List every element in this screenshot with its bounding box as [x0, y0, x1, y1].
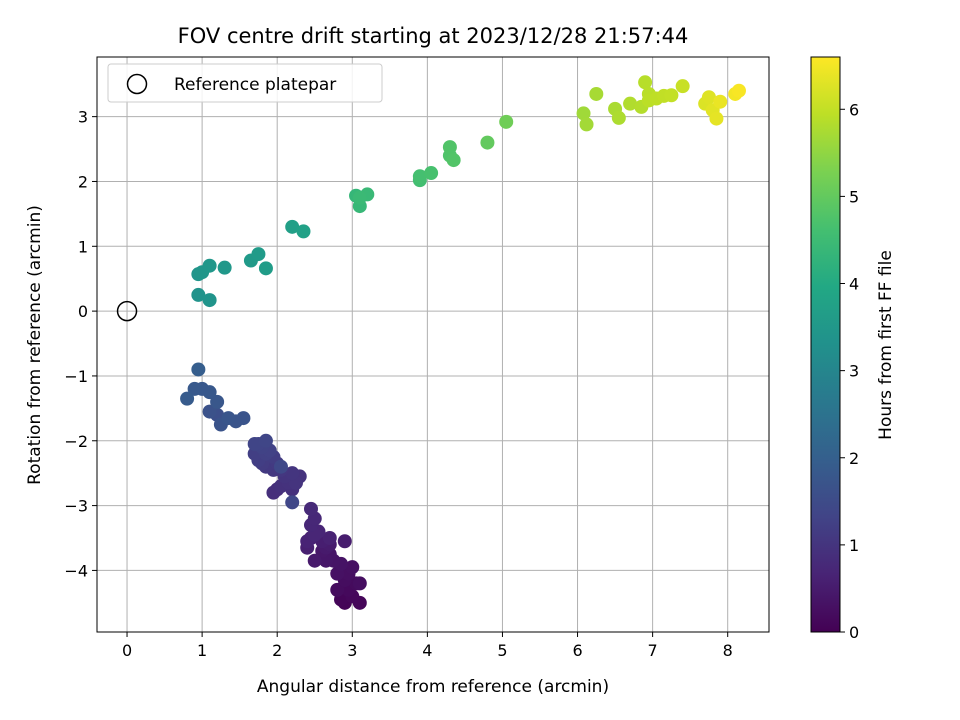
data-point — [480, 135, 495, 150]
y-tick-label: −3 — [64, 497, 88, 516]
colorbar: 0 1 2 3 4 5 6 Hours from first FF file — [810, 56, 896, 642]
y-tick-label: 1 — [78, 237, 88, 256]
data-point — [202, 258, 217, 273]
data-point — [352, 576, 367, 591]
data-point — [247, 437, 262, 452]
x-axis-label: Angular distance from reference (arcmin) — [257, 677, 609, 697]
colorbar-tick-label: 2 — [849, 449, 859, 468]
colorbar-tick-label: 0 — [849, 623, 859, 642]
data-point — [424, 166, 439, 181]
data-point — [579, 117, 594, 132]
colorbar-tick-label: 1 — [849, 536, 859, 555]
data-point — [221, 411, 236, 426]
axes-frame — [96, 56, 770, 633]
legend-marker — [126, 73, 148, 95]
legend-box — [107, 63, 383, 103]
data-point — [638, 75, 653, 90]
y-tick-label: −4 — [64, 561, 88, 580]
colorbar-tick-label: 6 — [849, 100, 859, 119]
y-axis-label: Rotation from reference (arcmin) — [25, 205, 45, 485]
data-point — [322, 531, 337, 546]
data-point — [251, 247, 266, 262]
data-point — [576, 106, 591, 121]
data-point — [217, 260, 232, 275]
y-tick-label: 2 — [78, 172, 88, 191]
x-tick-label: 0 — [122, 641, 132, 660]
points-layer — [116, 75, 746, 610]
x-tick-label: 8 — [723, 641, 733, 660]
y-tick-label: −1 — [64, 367, 88, 386]
x-tick-label: 3 — [347, 641, 357, 660]
colorbar-gradient — [810, 56, 841, 633]
reference-point — [116, 300, 138, 322]
data-point — [307, 553, 322, 568]
data-point — [345, 560, 360, 575]
data-point — [352, 190, 367, 205]
colorbar-ticks: 0 1 2 3 4 5 6 — [840, 100, 859, 642]
data-point — [330, 582, 345, 597]
data-point — [713, 94, 728, 109]
x-tick-label: 1 — [197, 641, 207, 660]
legend: Reference platepar — [107, 63, 383, 103]
data-point — [285, 466, 300, 481]
data-point — [296, 224, 311, 239]
data-point — [236, 411, 251, 426]
data-point — [258, 433, 273, 448]
data-point — [499, 114, 514, 129]
data-point — [412, 169, 427, 184]
data-point — [442, 140, 457, 155]
colorbar-tick-label: 4 — [849, 275, 859, 294]
data-point — [202, 293, 217, 308]
data-point — [285, 219, 300, 234]
data-point — [202, 404, 217, 419]
grid — [97, 57, 769, 632]
data-point — [258, 261, 273, 276]
colorbar-tick-label: 3 — [849, 362, 859, 381]
colorbar-tick-label: 5 — [849, 187, 859, 206]
data-point — [337, 534, 352, 549]
y-ticks: −4 −3 −2 −1 0 1 2 3 — [64, 108, 97, 580]
y-tick-label: 3 — [78, 108, 88, 127]
legend-label: Reference platepar — [174, 75, 336, 95]
data-point — [285, 495, 300, 510]
y-tick-label: 0 — [78, 302, 88, 321]
x-tick-label: 7 — [648, 641, 658, 660]
data-point — [623, 96, 638, 111]
data-point — [191, 362, 206, 377]
x-tick-label: 6 — [572, 641, 582, 660]
x-tick-label: 4 — [422, 641, 432, 660]
data-point — [611, 110, 626, 125]
data-point — [191, 287, 206, 302]
data-point — [589, 86, 604, 101]
data-point — [664, 88, 679, 103]
data-point — [675, 79, 690, 94]
data-point — [273, 459, 288, 474]
data-point — [303, 501, 318, 516]
data-point — [731, 83, 746, 98]
x-ticks: 0 1 2 3 4 5 6 7 8 — [122, 632, 733, 660]
plot-frame — [96, 56, 770, 633]
data-point — [210, 394, 225, 409]
y-tick-label: −2 — [64, 432, 88, 451]
data-point — [709, 111, 724, 126]
x-tick-label: 2 — [272, 641, 282, 660]
data-point — [180, 391, 195, 406]
data-point — [187, 381, 202, 396]
x-tick-label: 5 — [497, 641, 507, 660]
colorbar-label: Hours from first FF file — [876, 250, 896, 440]
data-point — [701, 90, 716, 105]
data-point — [446, 153, 461, 168]
chart-title: FOV centre drift starting at 2023/12/28 … — [178, 24, 689, 48]
